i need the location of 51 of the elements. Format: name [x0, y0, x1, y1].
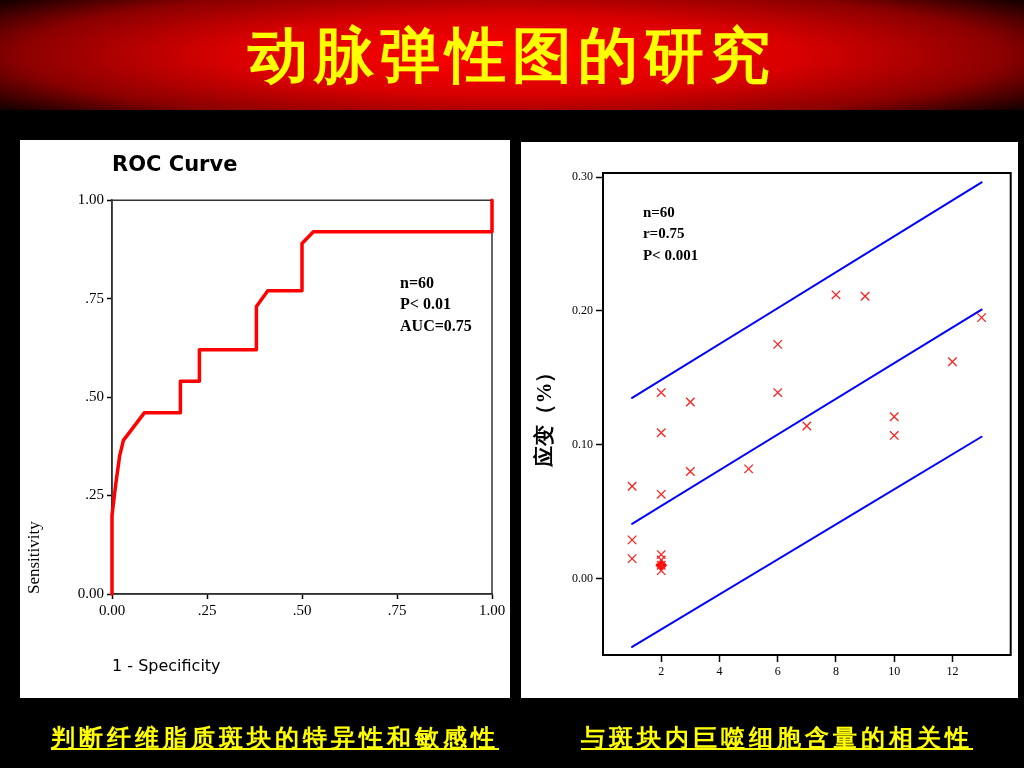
point: [627, 534, 638, 545]
point: [772, 339, 783, 350]
x-tick-label: .50: [292, 601, 312, 618]
point: [656, 387, 667, 398]
text: 与斑块内巨噬细胞含量的相关性: [581, 725, 973, 751]
point: [889, 411, 900, 422]
point: [627, 481, 638, 492]
chart-title: ROC Curve: [112, 152, 238, 177]
x-axis-title: 1 - Specificity: [112, 655, 221, 675]
y-tick-label: 1.00: [77, 191, 104, 208]
annotation: AUC=0.75: [400, 316, 472, 334]
text: 判断纤维脂质斑块的特异性和敏感性: [51, 725, 499, 751]
annotation: n=60: [642, 203, 675, 220]
y-tick-label: .50: [85, 388, 104, 405]
x-tick-label: 2: [658, 664, 665, 679]
x-tick-label: 6: [774, 664, 781, 679]
x-tick-label: 8: [832, 664, 839, 679]
x-tick-label: 12: [946, 664, 959, 679]
x-tick-label: 0.00: [98, 601, 126, 618]
point: [801, 421, 812, 431]
text: 动脉弹性图的研究: [248, 23, 776, 89]
x-tick-label: 10: [888, 664, 901, 679]
y-tick-label: 0.00: [572, 570, 593, 585]
y-tick-label: 0.00: [77, 584, 104, 601]
point: [889, 430, 900, 441]
point: [947, 356, 958, 367]
point: [743, 464, 754, 474]
point: [685, 466, 696, 477]
x-tick-label: .25: [197, 601, 217, 618]
x-tick-label: 4: [716, 664, 723, 679]
y-axis-title: 应变（%）: [532, 361, 557, 468]
point: [656, 489, 667, 500]
point: [831, 289, 841, 300]
annotation: n=60: [400, 273, 435, 291]
y-tick-label: .75: [85, 289, 104, 306]
point: [627, 553, 638, 564]
x-tick-label: 1.00: [478, 601, 506, 618]
x-tick-label: .75: [387, 601, 407, 618]
y-tick-label: .25: [85, 486, 104, 503]
y-tick-label: 0.30: [572, 169, 593, 184]
annotation: P< 0.01: [400, 295, 451, 313]
annotation: P< 0.001: [642, 246, 699, 263]
point: [976, 312, 987, 323]
y-tick-label: 0.10: [572, 436, 593, 451]
point: [685, 397, 696, 407]
point: [656, 427, 667, 438]
y-tick-label: 0.20: [572, 303, 593, 318]
point: [860, 291, 870, 302]
y-axis-title: Sensitivity: [23, 520, 43, 594]
annotation: r=0.75: [642, 225, 685, 242]
point: [772, 387, 783, 398]
